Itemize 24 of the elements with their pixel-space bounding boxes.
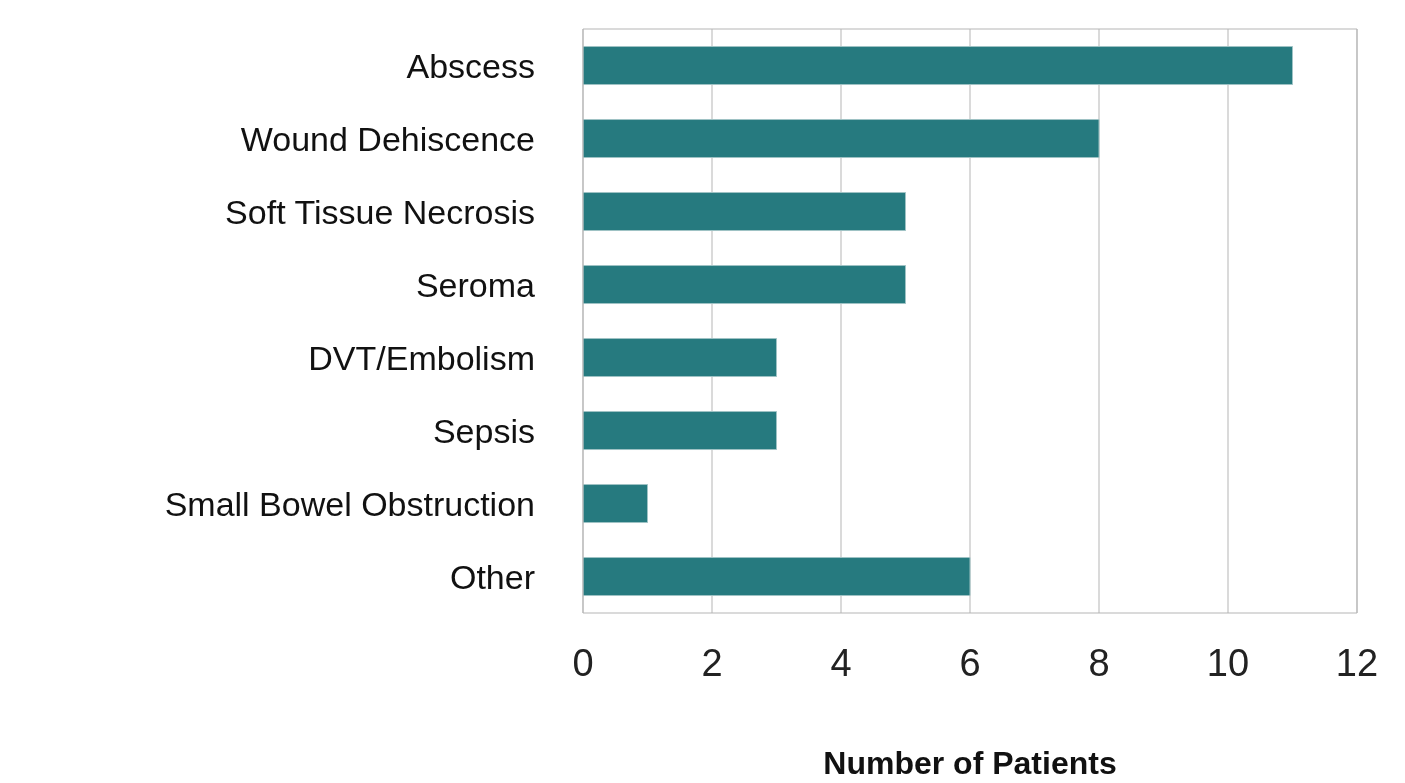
bar [583, 338, 777, 378]
bar [583, 192, 906, 232]
bar [583, 411, 777, 451]
y-tick-label: Other [449, 557, 535, 596]
y-tick-label: Soft Tissue Necrosis [225, 192, 535, 231]
y-tick-label: Wound Dehiscence [240, 119, 535, 158]
y-tick-label: Small Bowel Obstruction [164, 484, 535, 523]
x-tick-label: 4 [830, 641, 852, 684]
x-tick-label: 2 [701, 641, 723, 684]
y-tick-label: Abscess [406, 46, 535, 85]
x-tick-label: 0 [572, 641, 594, 684]
bar [583, 484, 648, 524]
bar [583, 46, 1293, 86]
x-tick-label: 12 [1335, 641, 1379, 684]
x-tick-label: 6 [959, 641, 981, 684]
y-tick-label: DVT/Embolism [308, 338, 535, 377]
x-tick-label: 10 [1206, 641, 1250, 684]
y-tick-label: Sepsis [432, 411, 535, 450]
y-tick-label: Seroma [415, 265, 536, 304]
bar [583, 119, 1100, 159]
x-tick-label: 8 [1088, 641, 1110, 684]
bar [583, 265, 906, 305]
x-axis-title: Number of Patients [823, 745, 1117, 781]
bar [583, 557, 971, 597]
